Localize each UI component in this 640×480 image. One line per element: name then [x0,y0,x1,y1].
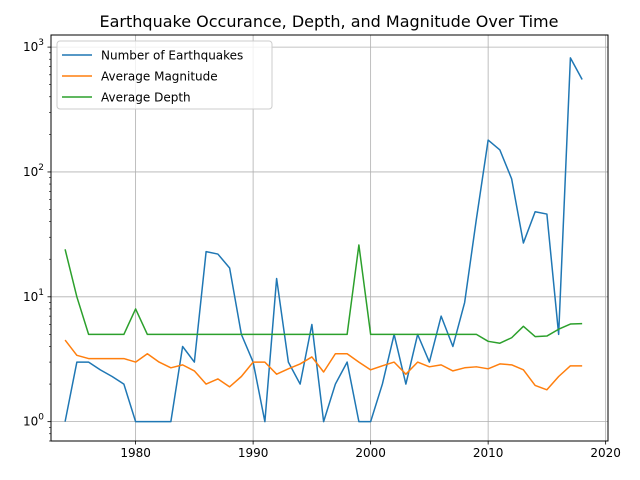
legend: Number of Earthquakes Average Magnitude Av… [56,40,273,110]
x-tick-label: 1980 [120,446,151,460]
y-tick-exponent: 3 [38,38,44,48]
y-tick-exponent: 2 [38,163,44,173]
x-tick-label: 1990 [238,446,269,460]
x-tick-label: 2020 [590,446,621,460]
y-tick-exponent: 1 [38,288,44,298]
y-tick-label: 101 [23,288,44,304]
y-tick-base: 10 [23,165,38,179]
legend-label-1: Average Magnitude [101,70,218,84]
y-tick-label: 100 [23,413,44,429]
y-tick-exponent: 0 [38,413,44,423]
plot-frame [50,34,609,442]
chart-title: Earthquake Occurance, Depth, and Magnitu… [100,12,559,31]
x-tick-label: 2000 [355,446,386,460]
y-tick-label: 103 [23,38,44,54]
series-line-0 [64,57,583,423]
y-tick-base: 10 [23,290,38,304]
legend-box [56,40,273,110]
series-layer [64,57,583,423]
series-line-1 [64,339,583,391]
x-tick-label: 2010 [473,446,504,460]
y-tick-base: 10 [23,40,38,54]
y-tick-label: 102 [23,163,44,179]
series-line-2 [64,244,583,344]
legend-label-2: Average Depth [101,91,191,105]
y-tick-base: 10 [23,415,38,429]
legend-label-0: Number of Earthquakes [101,49,243,63]
